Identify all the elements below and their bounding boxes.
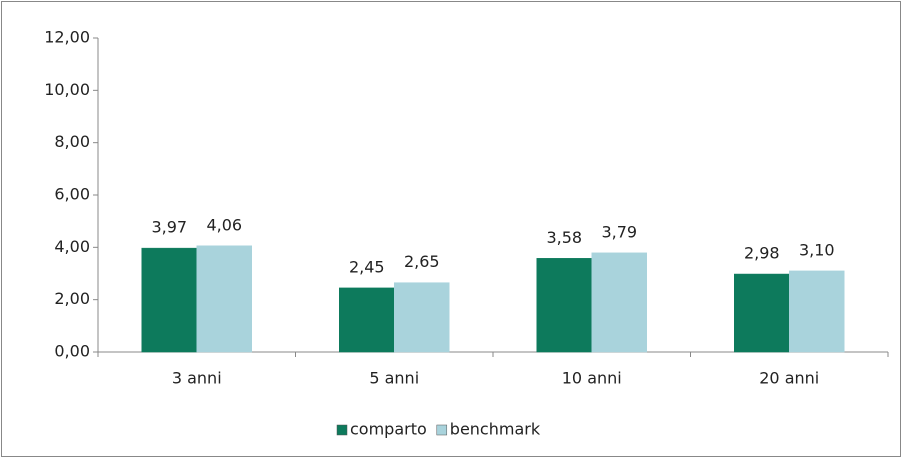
y-tick-label: 12,00 [44,28,90,47]
y-tick-label: 8,00 [54,132,90,151]
bar [591,252,647,353]
y-tick-label: 10,00 [44,80,90,99]
bar [141,247,197,353]
value-label: 3,79 [601,222,637,241]
y-tick-label: 6,00 [54,185,90,204]
value-label: 2,65 [404,252,440,271]
bar [734,273,790,353]
x-tick-label: 3 anni [172,369,222,388]
y-tick-label: 2,00 [54,289,90,308]
y-tick-label: 4,00 [54,237,90,256]
legend-label: benchmark [450,420,541,439]
x-tick-label: 10 anni [562,369,622,388]
value-label: 4,06 [206,215,242,234]
bar [339,287,395,353]
x-tick-label: 20 anni [759,369,819,388]
value-label: 3,97 [151,218,187,237]
legend-swatch [336,424,348,436]
legend-label: comparto [350,420,427,439]
x-tick-label: 5 anni [369,369,419,388]
y-tick-label: 0,00 [54,342,90,361]
value-label: 3,10 [799,240,835,259]
value-label: 3,58 [546,228,582,247]
bar [789,270,845,353]
legend-swatch [436,424,448,436]
bar [536,258,592,353]
value-label: 2,45 [349,257,385,276]
value-label: 2,98 [744,244,780,263]
bar [196,245,252,353]
bar [394,282,450,353]
